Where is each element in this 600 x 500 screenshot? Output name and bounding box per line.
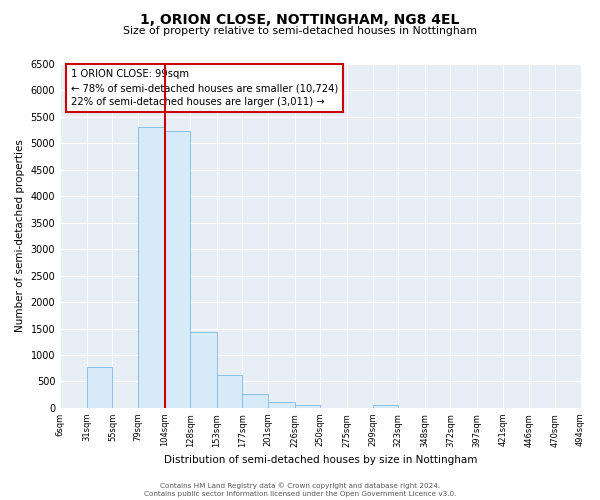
Y-axis label: Number of semi-detached properties: Number of semi-detached properties: [15, 140, 25, 332]
Text: 1 ORION CLOSE: 99sqm
← 78% of semi-detached houses are smaller (10,724)
22% of s: 1 ORION CLOSE: 99sqm ← 78% of semi-detac…: [71, 69, 338, 107]
Bar: [295, 406, 320, 408]
Text: Contains public sector information licensed under the Open Government Licence v3: Contains public sector information licen…: [144, 491, 456, 497]
X-axis label: Distribution of semi-detached houses by size in Nottingham: Distribution of semi-detached houses by …: [164, 455, 477, 465]
Bar: [268, 402, 295, 408]
Bar: [190, 332, 217, 408]
Bar: [242, 394, 268, 408]
Text: Size of property relative to semi-detached houses in Nottingham: Size of property relative to semi-detach…: [123, 26, 477, 36]
Bar: [164, 131, 190, 408]
Bar: [373, 406, 398, 408]
Bar: [217, 375, 242, 408]
Text: 1, ORION CLOSE, NOTTINGHAM, NG8 4EL: 1, ORION CLOSE, NOTTINGHAM, NG8 4EL: [140, 12, 460, 26]
Text: Contains HM Land Registry data © Crown copyright and database right 2024.: Contains HM Land Registry data © Crown c…: [160, 482, 440, 489]
Bar: [87, 366, 112, 408]
Bar: [138, 128, 164, 408]
